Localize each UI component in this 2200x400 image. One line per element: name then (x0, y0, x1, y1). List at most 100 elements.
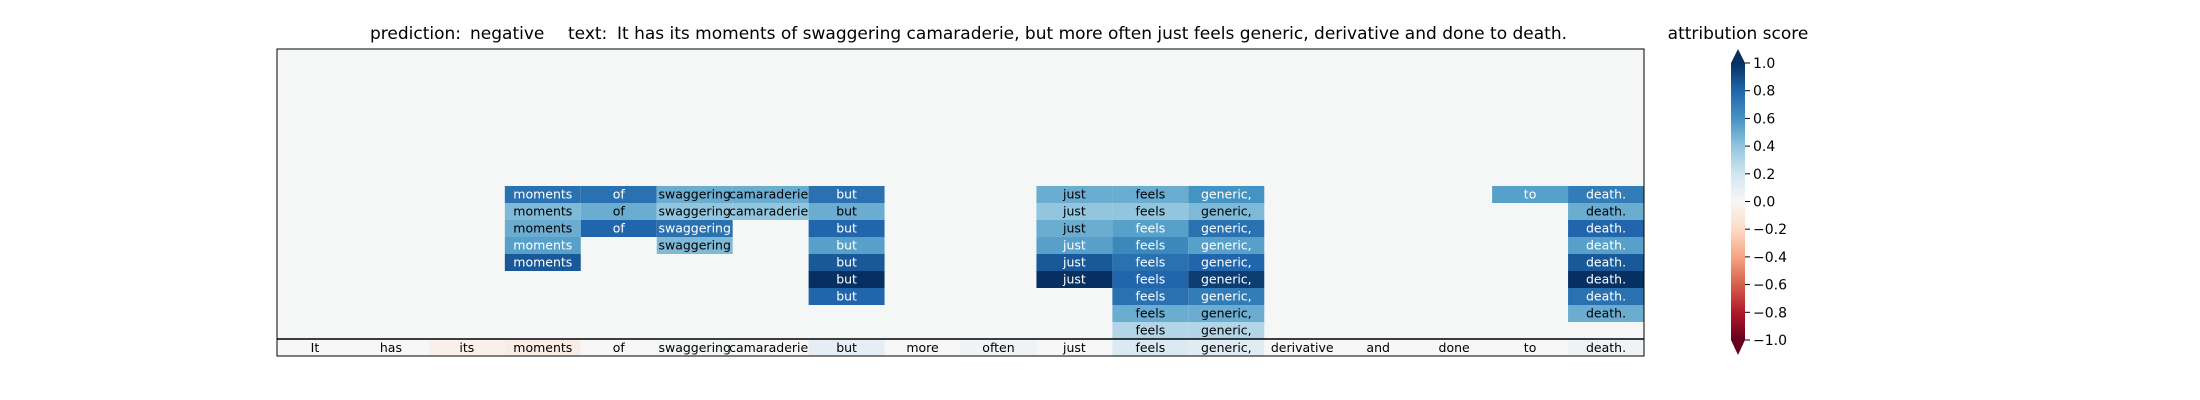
token-score-cell (732, 340, 809, 356)
cell-token-label: swaggering (658, 204, 730, 219)
attribution-cell (580, 203, 657, 220)
token-label: death. (1586, 340, 1626, 355)
attribution-cell (1036, 237, 1113, 254)
attribution-cell (1036, 220, 1113, 237)
attribution-cell (1112, 237, 1189, 254)
colorbar-title: attribution score (1668, 24, 1809, 44)
attribution-cell (1568, 203, 1644, 220)
attribution-cell (1188, 237, 1265, 254)
attribution-cell (1188, 271, 1265, 288)
cell-token-label: swaggering (658, 221, 730, 236)
token-label: feels (1135, 340, 1165, 355)
attribution-cell (580, 186, 657, 203)
cell-token-label: but (836, 204, 857, 219)
cell-token-label: death. (1586, 187, 1626, 202)
attribution-cell (656, 237, 733, 254)
cell-token-label: feels (1135, 272, 1165, 287)
cell-token-label: camaraderie, (729, 187, 812, 202)
cell-token-label: but (836, 187, 857, 202)
attribution-cell (504, 254, 581, 271)
attribution-cell (1568, 237, 1644, 254)
token-score-cell (1492, 340, 1569, 356)
colorbar: 1.0 0.8 0.6 0.4 0.2 0.0 −0.2 −0.4 −0.6 −0.8 −1.0 (1731, 49, 1787, 355)
token-label: generic, (1201, 340, 1252, 355)
token-score-cell (1036, 340, 1113, 356)
attribution-cell (1188, 288, 1265, 305)
cell-token-label: death. (1586, 289, 1626, 304)
token-score-cell (1188, 340, 1265, 356)
colorbar-extend-min (1731, 340, 1745, 355)
cell-token-label: of (613, 187, 626, 202)
token-label: often (982, 340, 1014, 355)
prediction-label: prediction: (370, 24, 461, 44)
cell-token-label: generic, (1201, 187, 1252, 202)
token-label: has (380, 340, 402, 355)
colorbar-tick-label: −0.2 (1753, 222, 1787, 238)
cell-token-label: moments (513, 204, 572, 219)
token-score-cell (884, 340, 961, 356)
colorbar-ticks: 1.0 0.8 0.6 0.4 0.2 0.0 −0.2 −0.4 −0.6 −0.8 −1.0 (1745, 56, 1787, 349)
attribution-cell (808, 203, 885, 220)
attribution-cell (1112, 254, 1189, 271)
attribution-cell (1188, 305, 1265, 322)
cell-token-label: feels (1135, 238, 1165, 253)
attribution-cell (580, 220, 657, 237)
token-label: to (1524, 340, 1537, 355)
attribution-cell (504, 237, 581, 254)
colorbar-tick-label: −0.6 (1753, 278, 1787, 294)
cell-token-label: but (836, 272, 857, 287)
cell-token-label: moments (513, 221, 572, 236)
cell-token-label: feels (1135, 204, 1165, 219)
colorbar-tick-label: 0.6 (1753, 111, 1775, 127)
attribution-cell (1568, 220, 1644, 237)
cell-token-label: moments (513, 238, 572, 253)
cell-token-label: swaggering (658, 238, 730, 253)
cell-token-label: generic, (1201, 306, 1252, 321)
attribution-cell (1112, 186, 1189, 203)
attribution-cell (1112, 305, 1189, 322)
token-label: moments (513, 340, 572, 355)
attribution-cell (656, 203, 733, 220)
token-label: It (311, 340, 320, 355)
attribution-cell (808, 186, 885, 203)
token-score-cell (428, 340, 505, 356)
colorbar-extend-max (1731, 49, 1745, 63)
cell-token-label: just (1062, 204, 1086, 219)
attribution-cell (1188, 254, 1265, 271)
token-score-cell (1416, 340, 1493, 356)
cell-token-label: but (836, 289, 857, 304)
attribution-cell (732, 203, 809, 220)
attribution-cell (1188, 220, 1265, 237)
cell-token-label: generic, (1201, 289, 1252, 304)
token-score-cell (960, 340, 1037, 356)
cell-token-label: but (836, 238, 857, 253)
cell-token-label: swaggering (658, 187, 730, 202)
attribution-cell (1568, 254, 1644, 271)
token-label: more (906, 340, 939, 355)
cell-token-label: but (836, 221, 857, 236)
colorbar-tick-label: 1.0 (1753, 56, 1775, 72)
cell-token-label: feels (1135, 306, 1165, 321)
attribution-cell (1036, 186, 1113, 203)
attribution-cell (1188, 203, 1265, 220)
token-score-cell (1264, 340, 1341, 356)
cell-token-label: feels (1135, 323, 1165, 338)
attribution-cell (808, 271, 885, 288)
token-label: its (459, 340, 474, 355)
cell-token-label: feels (1135, 255, 1165, 270)
attribution-cell (1568, 288, 1644, 305)
token-score-cell (277, 340, 353, 356)
cell-token-label: death. (1586, 204, 1626, 219)
token-label: camaraderie, (729, 340, 812, 355)
attribution-cell (1036, 254, 1113, 271)
token-label: and (1366, 340, 1390, 355)
token-score-cell (1568, 340, 1644, 356)
token-score-cell (1340, 340, 1417, 356)
token-score-cell (808, 340, 885, 356)
attribution-cell (808, 220, 885, 237)
cell-token-label: death. (1586, 221, 1626, 236)
cell-token-label: death. (1586, 255, 1626, 270)
cell-token-label: death. (1586, 272, 1626, 287)
cell-token-label: generic, (1201, 238, 1252, 253)
